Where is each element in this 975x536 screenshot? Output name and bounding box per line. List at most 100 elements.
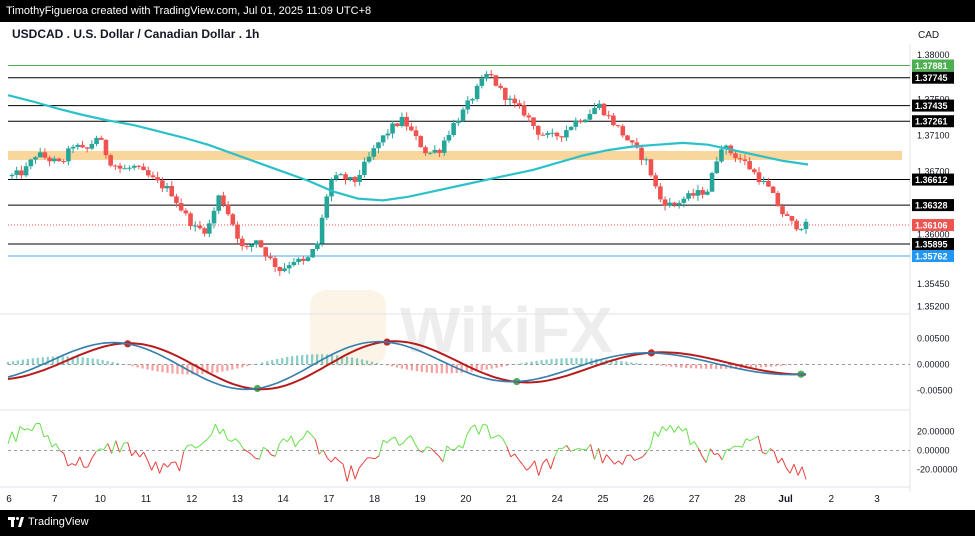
time-tick-label: 12 xyxy=(186,494,198,505)
candle xyxy=(263,247,269,257)
candle xyxy=(803,221,809,230)
candle xyxy=(277,267,283,272)
osc-segment xyxy=(251,453,256,459)
macd-hist-bar xyxy=(675,364,678,368)
macd-hist-bar xyxy=(400,364,404,369)
price-tick-label: 1.38000 xyxy=(917,50,950,60)
osc-segment xyxy=(738,445,743,448)
candle xyxy=(37,152,43,158)
osc-segment xyxy=(709,448,715,455)
macd-hist-bar xyxy=(231,364,234,370)
ma-line xyxy=(7,94,809,202)
candle xyxy=(272,258,278,268)
signal-line xyxy=(7,340,806,391)
osc-segment xyxy=(773,451,779,464)
osc-segment xyxy=(147,460,153,471)
osc-segment xyxy=(574,448,579,451)
osc-segment xyxy=(729,445,735,450)
macd-hist-bar xyxy=(131,364,134,367)
tradingview-logo-text: TradingView xyxy=(28,516,89,528)
osc-segment xyxy=(191,444,196,449)
candle xyxy=(291,262,297,266)
candle xyxy=(592,107,597,115)
chart-svg[interactable]: WikiFX 1.380001.375001.371001.367001.360… xyxy=(0,22,975,510)
chart-area[interactable]: WikiFX 1.380001.375001.371001.367001.360… xyxy=(0,22,975,510)
osc-segment xyxy=(721,449,727,460)
osc-segment xyxy=(518,459,524,466)
candle xyxy=(286,265,292,269)
candle xyxy=(465,100,471,110)
tradingview-logo[interactable]: TradingView xyxy=(8,516,89,528)
resistance-zone xyxy=(8,150,902,160)
candle xyxy=(676,202,682,205)
osc-segment xyxy=(542,458,548,464)
osc-segment xyxy=(103,443,109,450)
osc-segment xyxy=(346,465,352,482)
candle xyxy=(108,155,113,166)
macd-hist-bar xyxy=(705,364,708,369)
osc-segment xyxy=(562,445,567,449)
osc-segment xyxy=(685,428,691,445)
macd-hist-bar xyxy=(500,364,503,367)
osc-segment xyxy=(75,456,81,466)
macd-hist-bar xyxy=(779,364,783,366)
time-tick-label: 26 xyxy=(643,494,655,505)
osc-segment xyxy=(159,463,165,474)
osc-segment xyxy=(677,425,683,432)
osc-segment xyxy=(717,453,723,461)
macd-hist-bar xyxy=(410,364,413,371)
candle xyxy=(545,133,550,135)
osc-segment xyxy=(334,456,340,462)
macd-hist-bar xyxy=(804,363,807,365)
candle xyxy=(498,85,503,88)
macd-hist-bar xyxy=(206,364,209,374)
osc-segment xyxy=(530,460,536,467)
macd-hist-bar xyxy=(141,364,144,369)
macd-tick-label: -0.00500 xyxy=(917,385,953,395)
candle xyxy=(352,176,358,182)
candle xyxy=(517,103,522,106)
osc-segment xyxy=(235,438,240,443)
macd-hist-bar xyxy=(31,358,34,365)
candle xyxy=(512,98,518,104)
candle xyxy=(634,142,640,148)
time-tick-label: 7 xyxy=(52,494,58,505)
macd-hist-bar xyxy=(620,361,623,365)
macd-hist-bar xyxy=(76,356,79,365)
candle xyxy=(249,244,254,248)
osc-segment xyxy=(378,440,384,456)
osc-segment xyxy=(151,461,157,471)
candle xyxy=(136,165,142,167)
osc-segment xyxy=(753,435,759,439)
osc-segment xyxy=(610,458,615,465)
level-badge xyxy=(912,173,954,186)
osc-segment xyxy=(338,460,344,465)
candle xyxy=(789,215,795,221)
candle xyxy=(521,105,527,116)
candle xyxy=(456,121,461,124)
candle xyxy=(160,180,165,189)
macd-hist-bar xyxy=(326,354,329,365)
osc-segment xyxy=(534,460,540,476)
macd-hist-bar xyxy=(550,359,553,365)
candle xyxy=(413,130,419,137)
osc-segment xyxy=(426,446,432,449)
candle xyxy=(596,103,602,108)
price-tick-label: 1.36700 xyxy=(917,167,950,177)
candle xyxy=(474,85,480,99)
macd-hist-bar xyxy=(774,364,778,367)
candle xyxy=(399,116,405,127)
candle xyxy=(648,159,654,176)
macd-hist-bar xyxy=(116,363,119,365)
level-badge xyxy=(912,71,954,84)
osc-segment xyxy=(466,427,472,436)
osc-segment xyxy=(211,424,216,435)
macd-hist-bar xyxy=(21,359,24,365)
candle xyxy=(611,115,616,126)
osc-segment xyxy=(91,451,97,459)
candle xyxy=(141,166,146,171)
candle xyxy=(202,228,207,234)
time-tick-label: 19 xyxy=(415,494,427,505)
osc-segment xyxy=(490,436,495,439)
macd-hist-bar xyxy=(754,364,758,368)
